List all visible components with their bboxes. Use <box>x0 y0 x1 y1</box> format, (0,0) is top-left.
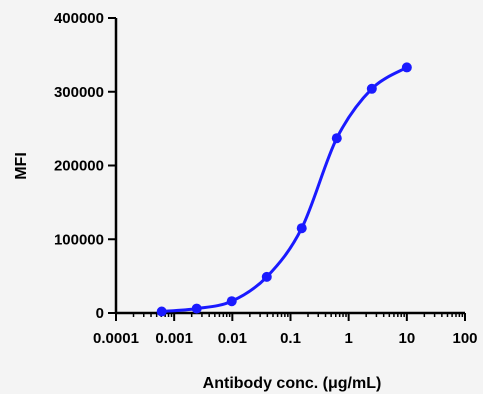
y-tick-label: 0 <box>96 305 104 322</box>
x-tick-label: 10 <box>398 330 415 347</box>
x-tick-label: 1 <box>344 330 352 347</box>
y-tick-label: 100000 <box>54 231 104 248</box>
data-point <box>296 223 307 234</box>
data-point <box>401 62 412 73</box>
x-axis: 0.0001 0.001 0.01 0.1 1 10 100 <box>93 311 478 347</box>
data-point <box>366 83 377 94</box>
y-tick-label: 200000 <box>54 158 104 175</box>
y-axis: 0 100000 200000 300000 400000 <box>54 10 118 322</box>
data-points <box>156 62 412 317</box>
data-point <box>191 303 202 314</box>
x-tick-label: 0.01 <box>218 330 247 347</box>
x-ticks: 0.0001 0.001 0.01 0.1 1 10 100 <box>93 313 478 347</box>
x-tick-label: 100 <box>452 330 477 347</box>
data-point <box>226 296 237 307</box>
y-axis-title: MFI <box>13 152 30 180</box>
data-point <box>331 133 342 144</box>
x-axis-title: Antibody conc. (μg/mL) <box>203 375 382 392</box>
y-tick-label: 400000 <box>54 10 104 27</box>
x-tick-label: 0.1 <box>280 330 301 347</box>
x-tick-label: 0.001 <box>155 330 193 347</box>
y-ticks: 0 100000 200000 300000 400000 <box>54 10 116 322</box>
fit-curve <box>161 66 408 313</box>
y-tick-label: 300000 <box>54 84 104 101</box>
x-tick-label: 0.0001 <box>93 330 139 347</box>
data-point <box>261 271 272 282</box>
data-point <box>156 306 167 317</box>
